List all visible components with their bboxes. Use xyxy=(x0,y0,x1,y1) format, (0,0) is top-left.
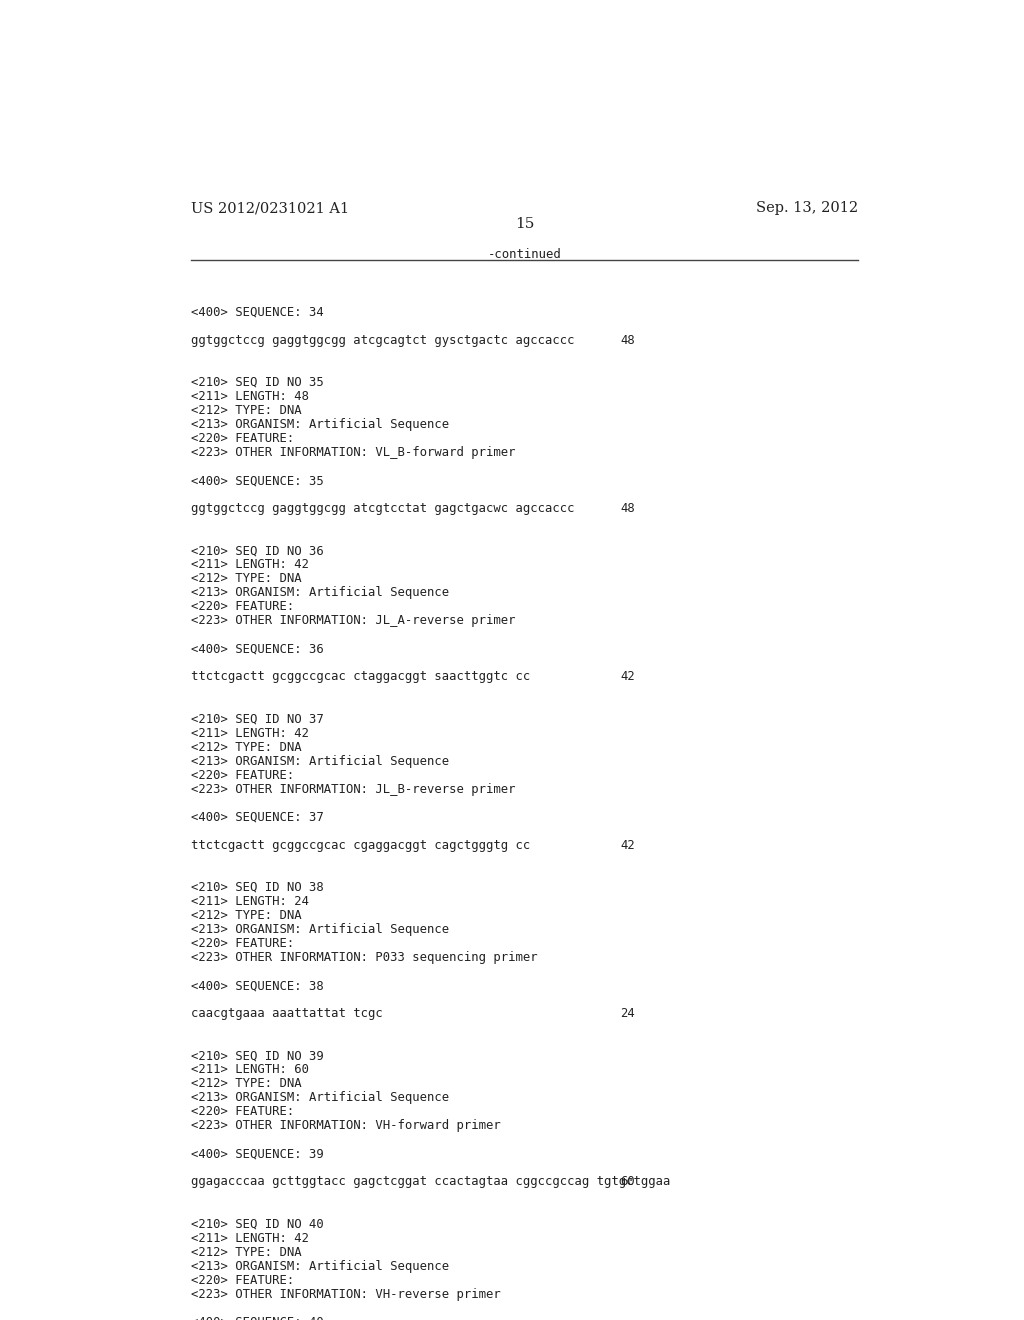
Text: <211> LENGTH: 60: <211> LENGTH: 60 xyxy=(191,1063,309,1076)
Text: <211> LENGTH: 24: <211> LENGTH: 24 xyxy=(191,895,309,908)
Text: <210> SEQ ID NO 36: <210> SEQ ID NO 36 xyxy=(191,544,325,557)
Text: ggtggctccg gaggtggcgg atcgtcctat gagctgacwc agccaccc: ggtggctccg gaggtggcgg atcgtcctat gagctga… xyxy=(191,502,575,515)
Text: <210> SEQ ID NO 37: <210> SEQ ID NO 37 xyxy=(191,713,325,726)
Text: 60: 60 xyxy=(620,1175,635,1188)
Text: <213> ORGANISM: Artificial Sequence: <213> ORGANISM: Artificial Sequence xyxy=(191,586,450,599)
Text: 48: 48 xyxy=(620,334,635,347)
Text: <223> OTHER INFORMATION: JL_A-reverse primer: <223> OTHER INFORMATION: JL_A-reverse pr… xyxy=(191,614,516,627)
Text: <211> LENGTH: 48: <211> LENGTH: 48 xyxy=(191,389,309,403)
Text: <211> LENGTH: 42: <211> LENGTH: 42 xyxy=(191,726,309,739)
Text: <211> LENGTH: 42: <211> LENGTH: 42 xyxy=(191,558,309,572)
Text: <400> SEQUENCE: 34: <400> SEQUENCE: 34 xyxy=(191,306,325,318)
Text: <400> SEQUENCE: 40: <400> SEQUENCE: 40 xyxy=(191,1316,325,1320)
Text: <213> ORGANISM: Artificial Sequence: <213> ORGANISM: Artificial Sequence xyxy=(191,418,450,432)
Text: US 2012/0231021 A1: US 2012/0231021 A1 xyxy=(191,201,349,215)
Text: <210> SEQ ID NO 40: <210> SEQ ID NO 40 xyxy=(191,1217,325,1230)
Text: <400> SEQUENCE: 37: <400> SEQUENCE: 37 xyxy=(191,810,325,824)
Text: <400> SEQUENCE: 35: <400> SEQUENCE: 35 xyxy=(191,474,325,487)
Text: <212> TYPE: DNA: <212> TYPE: DNA xyxy=(191,404,302,417)
Text: <220> FEATURE:: <220> FEATURE: xyxy=(191,768,295,781)
Text: <223> OTHER INFORMATION: VH-reverse primer: <223> OTHER INFORMATION: VH-reverse prim… xyxy=(191,1287,501,1300)
Text: <220> FEATURE:: <220> FEATURE: xyxy=(191,601,295,614)
Text: <210> SEQ ID NO 38: <210> SEQ ID NO 38 xyxy=(191,880,325,894)
Text: <213> ORGANISM: Artificial Sequence: <213> ORGANISM: Artificial Sequence xyxy=(191,755,450,768)
Text: <212> TYPE: DNA: <212> TYPE: DNA xyxy=(191,1246,302,1258)
Text: <220> FEATURE:: <220> FEATURE: xyxy=(191,1274,295,1287)
Text: <212> TYPE: DNA: <212> TYPE: DNA xyxy=(191,909,302,921)
Text: ttctcgactt gcggccgcac cgaggacggt cagctgggtg cc: ttctcgactt gcggccgcac cgaggacggt cagctgg… xyxy=(191,838,530,851)
Text: <213> ORGANISM: Artificial Sequence: <213> ORGANISM: Artificial Sequence xyxy=(191,1259,450,1272)
Text: <220> FEATURE:: <220> FEATURE: xyxy=(191,1105,295,1118)
Text: <400> SEQUENCE: 38: <400> SEQUENCE: 38 xyxy=(191,979,325,993)
Text: 48: 48 xyxy=(620,502,635,515)
Text: <212> TYPE: DNA: <212> TYPE: DNA xyxy=(191,1077,302,1090)
Text: <223> OTHER INFORMATION: VH-forward primer: <223> OTHER INFORMATION: VH-forward prim… xyxy=(191,1119,501,1133)
Text: <220> FEATURE:: <220> FEATURE: xyxy=(191,432,295,445)
Text: <220> FEATURE:: <220> FEATURE: xyxy=(191,937,295,950)
Text: <213> ORGANISM: Artificial Sequence: <213> ORGANISM: Artificial Sequence xyxy=(191,923,450,936)
Text: <400> SEQUENCE: 36: <400> SEQUENCE: 36 xyxy=(191,643,325,656)
Text: <211> LENGTH: 42: <211> LENGTH: 42 xyxy=(191,1232,309,1245)
Text: 15: 15 xyxy=(515,218,535,231)
Text: 42: 42 xyxy=(620,838,635,851)
Text: 24: 24 xyxy=(620,1007,635,1020)
Text: <223> OTHER INFORMATION: JL_B-reverse primer: <223> OTHER INFORMATION: JL_B-reverse pr… xyxy=(191,783,516,796)
Text: <223> OTHER INFORMATION: VL_B-forward primer: <223> OTHER INFORMATION: VL_B-forward pr… xyxy=(191,446,516,459)
Text: 42: 42 xyxy=(620,671,635,684)
Text: <223> OTHER INFORMATION: P033 sequencing primer: <223> OTHER INFORMATION: P033 sequencing… xyxy=(191,950,539,964)
Text: <210> SEQ ID NO 39: <210> SEQ ID NO 39 xyxy=(191,1049,325,1063)
Text: <212> TYPE: DNA: <212> TYPE: DNA xyxy=(191,741,302,754)
Text: <400> SEQUENCE: 39: <400> SEQUENCE: 39 xyxy=(191,1147,325,1160)
Text: ggagacccaa gcttggtacc gagctcggat ccactagtaa cggccgccag tgtgctggaa: ggagacccaa gcttggtacc gagctcggat ccactag… xyxy=(191,1175,671,1188)
Text: ttctcgactt gcggccgcac ctaggacggt saacttggtc cc: ttctcgactt gcggccgcac ctaggacggt saacttg… xyxy=(191,671,530,684)
Text: ggtggctccg gaggtggcgg atcgcagtct gysctgactc agccaccc: ggtggctccg gaggtggcgg atcgcagtct gysctga… xyxy=(191,334,575,347)
Text: <213> ORGANISM: Artificial Sequence: <213> ORGANISM: Artificial Sequence xyxy=(191,1092,450,1105)
Text: -continued: -continued xyxy=(487,248,562,261)
Text: <212> TYPE: DNA: <212> TYPE: DNA xyxy=(191,573,302,585)
Text: <210> SEQ ID NO 35: <210> SEQ ID NO 35 xyxy=(191,376,325,389)
Text: Sep. 13, 2012: Sep. 13, 2012 xyxy=(756,201,858,215)
Text: caacgtgaaa aaattattat tcgc: caacgtgaaa aaattattat tcgc xyxy=(191,1007,383,1020)
